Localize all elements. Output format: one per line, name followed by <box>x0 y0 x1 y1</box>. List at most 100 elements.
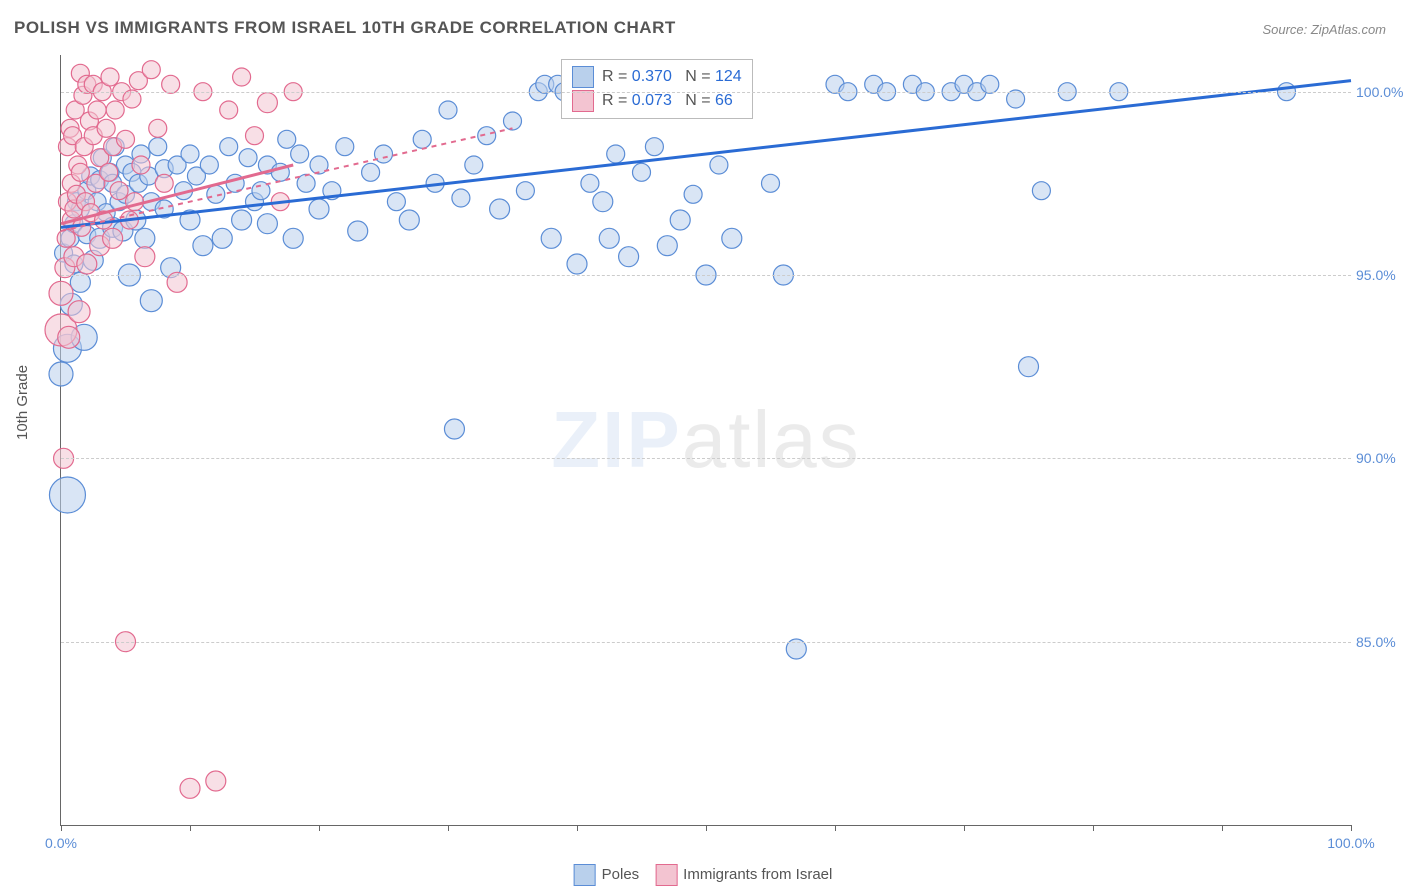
data-point-israel <box>88 101 106 119</box>
data-point-poles <box>490 199 510 219</box>
legend-stats-text: R = 0.073 N = 66 <box>602 92 733 110</box>
data-point-poles <box>645 138 663 156</box>
data-point-poles <box>619 247 639 267</box>
legend-label: Poles <box>602 866 640 883</box>
data-point-poles <box>981 75 999 93</box>
data-point-poles <box>181 145 199 163</box>
data-point-israel <box>68 301 90 323</box>
data-point-poles <box>212 228 232 248</box>
data-point-poles <box>387 193 405 211</box>
data-point-israel <box>110 182 128 200</box>
data-point-israel <box>106 101 124 119</box>
data-point-poles <box>375 145 393 163</box>
legend-item: Immigrants from Israel <box>655 864 832 886</box>
data-point-israel <box>162 75 180 93</box>
chart-svg <box>61 55 1351 825</box>
data-point-poles <box>1019 357 1039 377</box>
data-point-poles <box>762 174 780 192</box>
data-point-poles <box>452 189 470 207</box>
data-point-israel <box>220 101 238 119</box>
data-point-israel <box>101 68 119 86</box>
x-tick <box>61 825 62 831</box>
data-point-israel <box>71 163 89 181</box>
data-point-israel <box>206 771 226 791</box>
data-point-poles <box>291 145 309 163</box>
data-point-poles <box>278 130 296 148</box>
x-tick <box>448 825 449 831</box>
y-tick-label: 95.0% <box>1356 267 1406 283</box>
data-point-israel <box>123 90 141 108</box>
data-point-poles <box>362 163 380 181</box>
data-point-israel <box>100 163 118 181</box>
x-tick <box>1222 825 1223 831</box>
data-point-poles <box>399 210 419 230</box>
y-tick-label: 100.0% <box>1356 84 1406 100</box>
data-point-poles <box>239 149 257 167</box>
data-point-poles <box>257 214 277 234</box>
legend-swatch <box>574 864 596 886</box>
data-point-israel <box>77 254 97 274</box>
data-point-israel <box>117 130 135 148</box>
data-point-poles <box>567 254 587 274</box>
data-point-poles <box>581 174 599 192</box>
data-point-poles <box>684 185 702 203</box>
gridline-h <box>61 458 1351 459</box>
x-tick <box>319 825 320 831</box>
data-point-poles <box>149 138 167 156</box>
data-point-poles <box>1007 90 1025 108</box>
data-point-poles <box>504 112 522 130</box>
data-point-poles <box>599 228 619 248</box>
x-tick <box>1351 825 1352 831</box>
data-point-israel <box>257 93 277 113</box>
chart-title: POLISH VS IMMIGRANTS FROM ISRAEL 10TH GR… <box>14 18 676 38</box>
data-point-poles <box>348 221 368 241</box>
data-point-poles <box>336 138 354 156</box>
data-point-poles <box>670 210 690 230</box>
data-point-israel <box>155 174 173 192</box>
y-tick-label: 90.0% <box>1356 450 1406 466</box>
legend-swatch <box>655 864 677 886</box>
x-tick <box>835 825 836 831</box>
data-point-poles <box>541 228 561 248</box>
data-point-israel <box>233 68 251 86</box>
data-point-israel <box>49 281 73 305</box>
data-point-poles <box>220 138 238 156</box>
data-point-poles <box>710 156 728 174</box>
legend-series: Poles Immigrants from Israel <box>574 864 833 886</box>
data-point-israel <box>132 156 150 174</box>
legend-item: Poles <box>574 864 640 886</box>
y-axis-label: 10th Grade <box>14 365 31 440</box>
data-point-poles <box>49 362 73 386</box>
source-label: Source: ZipAtlas.com <box>1262 22 1386 37</box>
data-point-israel <box>180 778 200 798</box>
data-point-poles <box>413 130 431 148</box>
data-point-israel <box>246 127 264 145</box>
data-point-israel <box>103 228 123 248</box>
gridline-h <box>61 275 1351 276</box>
data-point-poles <box>439 101 457 119</box>
data-point-poles <box>722 228 742 248</box>
data-point-israel <box>58 326 80 348</box>
legend-stats-text: R = 0.370 N = 124 <box>602 68 742 86</box>
data-point-poles <box>633 163 651 181</box>
data-point-poles <box>135 228 155 248</box>
data-point-poles <box>283 228 303 248</box>
data-point-poles <box>1032 182 1050 200</box>
data-point-israel <box>57 229 75 247</box>
x-tick <box>190 825 191 831</box>
data-point-poles <box>657 236 677 256</box>
x-tick-label: 100.0% <box>1327 835 1374 851</box>
data-point-israel <box>135 247 155 267</box>
legend-stats-row: R = 0.370 N = 124 <box>572 66 742 88</box>
x-tick <box>964 825 965 831</box>
data-point-israel <box>149 119 167 137</box>
data-point-poles <box>465 156 483 174</box>
data-point-poles <box>207 185 225 203</box>
y-tick-label: 85.0% <box>1356 634 1406 650</box>
legend-stats-row: R = 0.073 N = 66 <box>572 90 742 112</box>
data-point-poles <box>593 192 613 212</box>
data-point-israel <box>142 61 160 79</box>
data-point-poles <box>607 145 625 163</box>
data-point-poles <box>232 210 252 230</box>
gridline-h <box>61 642 1351 643</box>
